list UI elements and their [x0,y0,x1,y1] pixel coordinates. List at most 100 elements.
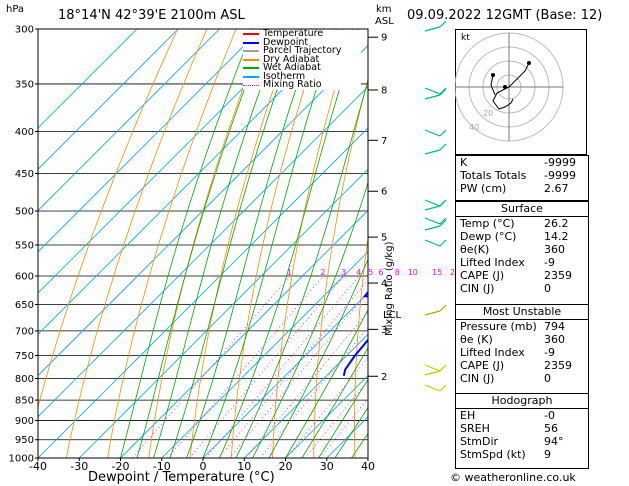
row-value: -0 [544,409,555,422]
legend-swatch [243,84,259,86]
legend-swatch [243,41,259,44]
hodo-unit: kt [461,33,470,43]
mixing-ratio-label: 3 [341,268,346,277]
legend-label: Isotherm [263,70,306,82]
wet-adiabat-line [120,29,254,458]
wind-barb [424,225,441,231]
location-title: 18°14'N 42°39'E 2100m ASL [58,8,245,23]
wet-adiabat-line [169,29,300,458]
pressure-tick-label: 350 [15,79,34,90]
isotherm-line [243,333,368,458]
row-value: 2.67 [544,182,569,195]
pressure-tick-label: 1000 [9,454,34,465]
km-unit-label: km [376,4,392,15]
row-label: θe(K) [460,243,490,256]
pressure-tick-label: 750 [15,351,34,362]
dry-adiabat-line [313,78,368,458]
dry-adiabat-line [608,29,629,458]
wet-adiabat-line [186,29,317,458]
row-label: CAPE (J) [460,359,505,372]
row-value: -9999 [544,156,576,169]
table-row: CIN (J) 0 [456,372,588,385]
wet-adiabat-line [136,29,268,458]
pressure-tick-label: 500 [15,207,34,218]
wind-barb [424,364,441,372]
wind-barb [424,239,441,247]
row-label: Totals Totals [460,169,527,182]
wind-barb [424,310,441,316]
row-value: 94° [544,435,564,448]
row-value: 14.2 [544,230,569,243]
wind-barb [424,199,441,207]
wet-adiabat-line [285,309,368,458]
row-label: Temp (°C) [460,217,515,230]
legend-label: Parcel Trajectory [263,45,342,56]
pressure-tick-label: 650 [15,300,34,311]
row-label: SREH [460,422,490,435]
pressure-tick-label: 850 [15,396,34,407]
table-row: Dewp (°C) 14.2 [456,230,588,243]
wind-barb-flag [439,239,447,247]
temperature-tick-label: -40 [29,460,47,473]
mixing-ratio-label: 2 [320,268,325,277]
km-tick-label: 9 [381,33,387,44]
legend-label: Dewpoint [263,36,309,48]
row-value: 2359 [544,269,572,282]
row-value: 9 [544,448,551,461]
mixing-ratio-label: 10 [408,268,418,277]
wind-barb [424,129,441,137]
row-value: 794 [544,320,565,333]
most-unstable-title: Most Unstable [482,305,562,318]
table-row: EH -0 [456,409,588,422]
table-row: Totals Totals -9999 [456,169,588,182]
isotherm-line [38,29,220,212]
table-row: θe(K) 360 [456,243,588,256]
table-row: Temp (°C) 26.2 [456,217,588,230]
km-tick-label: 8 [381,85,387,96]
most-unstable-panel: Most Unstable Pressure (mb) 794 θe (K) 360 L… [455,304,589,394]
wind-barb [424,370,441,376]
dry-adiabat-line [107,29,237,458]
wet-adiabat-line [318,378,368,458]
isotherm-line [38,44,368,377]
row-value: 360 [544,243,565,256]
pressure-tick-label: 800 [15,374,34,385]
row-value: -9999 [544,169,576,182]
row-label: CIN (J) [460,372,495,385]
dry-adiabat-line [354,235,368,458]
wind-barb-flag [439,219,447,227]
surface-panel: Surface Temp (°C) 26.2 Dewp (°C) 14.2 θe(K) 3… [455,201,589,305]
temperature-tick-label: 30 [320,460,334,473]
pressure-tick-label: 450 [15,169,34,180]
row-value: 56 [544,422,558,435]
lcl-label: LCL [383,310,402,321]
wet-adiabat-line [202,29,337,458]
wind-barb [424,26,441,32]
row-label: CIN (J) [460,282,495,295]
row-value: 2359 [544,359,572,372]
mixing-ratio-label: 20 [450,268,460,277]
row-label: StmDir [460,435,499,448]
legend-entry: Dry Adiabat [243,53,361,65]
table-row: StmSpd (kt) 9 [456,448,588,461]
temperature-tick-label: -20 [112,460,130,473]
legend-entry: Mixing Ratio [243,80,361,90]
isotherm-line [161,251,368,458]
legend-swatch [243,33,259,36]
isotherm-line [38,29,179,170]
wind-barbs [424,20,447,392]
legend-label: Dry Adiabat [263,53,320,65]
indices-panel: K -9999 Totals Totals -9999 PW (cm) 2.67 [455,155,589,201]
wind-barb-flag [439,129,447,137]
temperature-tick-label: 40 [361,460,375,473]
km-tick-label: 4 [381,279,387,290]
mixing-ratio-label: 1 [287,268,292,277]
mixing-ratio-line [246,311,368,458]
row-label: CAPE (J) [460,269,505,282]
table-row: Lifted Index -9 [456,256,588,269]
row-value: 26.2 [544,217,569,230]
km-tick-label: 2 [381,372,387,383]
datetime-title: 09.09.2022 12GMT (Base: 12) [407,8,603,23]
isotherm-line [38,29,303,294]
